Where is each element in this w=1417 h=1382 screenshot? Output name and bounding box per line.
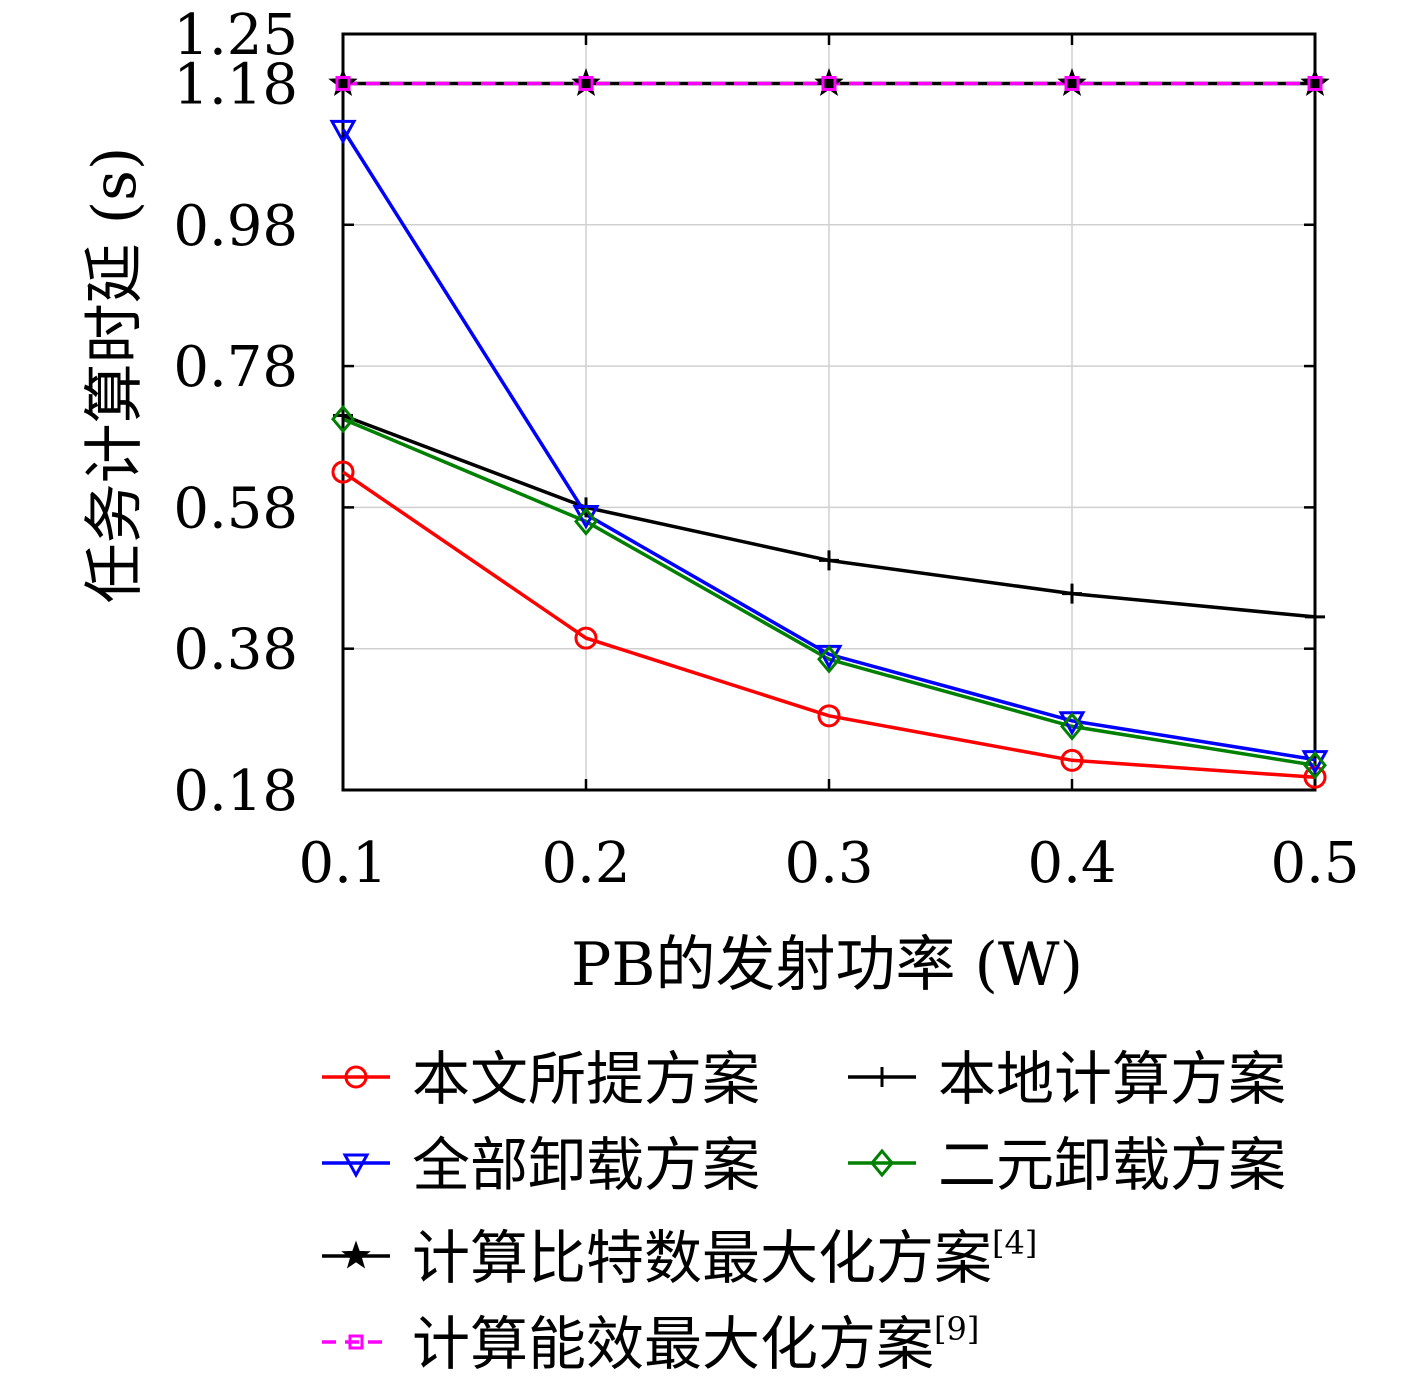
legend-label: 计算比特数最大化方案[4] <box>412 1224 1037 1292</box>
legend-marker <box>348 1334 364 1350</box>
y-tick-label: 0.58 <box>173 476 298 541</box>
legend-item: 二元卸载方案 <box>848 1131 1286 1199</box>
legend-label: 计算能效最大化方案[9] <box>412 1310 979 1378</box>
x-tick-label: 0.3 <box>784 831 873 896</box>
x-tick-label: 0.1 <box>298 831 387 896</box>
data-point <box>574 626 598 650</box>
legend-item: 本文所提方案 <box>322 1045 760 1113</box>
legend-marker <box>344 1065 368 1089</box>
y-tick-label: 1.25 <box>173 3 298 68</box>
tick-labels: 0.1 0.2 0.3 0.4 0.5 0.18 0.38 0.58 0.78 0.98 1.181… <box>173 3 1359 896</box>
legend-citation: [9] <box>934 1310 979 1348</box>
data-point <box>1060 748 1084 772</box>
y-tick-label: 0.78 <box>173 335 298 400</box>
data-point <box>1303 750 1327 780</box>
x-tick-label: 0.4 <box>1027 831 1116 896</box>
data-point <box>1303 765 1327 789</box>
legend-item: 全部卸载方案 <box>322 1131 760 1199</box>
data-point <box>817 644 841 674</box>
legend-item: 本地计算方案 <box>848 1045 1286 1113</box>
data-point <box>819 550 839 571</box>
data-point <box>817 704 841 728</box>
x-axis-label: PB的发射功率 (W) <box>571 930 1083 1000</box>
legend-citation: [4] <box>992 1224 1037 1262</box>
x-tick-label: 0.5 <box>1270 831 1359 896</box>
data-point <box>821 75 837 91</box>
legend-marker <box>870 1148 894 1178</box>
data-point <box>331 404 355 434</box>
data-point <box>331 460 355 484</box>
series-line <box>341 128 1316 762</box>
y-tick-label: 1.18 <box>173 52 298 117</box>
y-tick-label: 0.38 <box>173 618 298 683</box>
data-point <box>578 75 594 91</box>
grid <box>343 34 1315 790</box>
legend-label: 二元卸载方案 <box>938 1131 1286 1199</box>
legend-item: 计算能效最大化方案[9] <box>322 1310 979 1378</box>
series-line <box>342 470 1316 780</box>
y-tick-label: 0.18 <box>173 759 298 824</box>
data-point <box>335 75 351 91</box>
data-point <box>1307 75 1323 91</box>
series-markers <box>328 68 1330 789</box>
series-line <box>342 417 1316 768</box>
data-point <box>329 119 357 145</box>
legend-marker <box>341 1240 371 1269</box>
legend-label: 本地计算方案 <box>938 1045 1286 1113</box>
data-point <box>1064 75 1080 91</box>
legend-marker <box>342 1153 370 1179</box>
y-axis-label: 任务计算时延 (s) <box>80 147 150 604</box>
y-tick-label: 0.98 <box>173 194 298 259</box>
data-point <box>1060 712 1084 741</box>
data-point <box>1062 583 1082 604</box>
x-tick-label: 0.2 <box>541 831 630 896</box>
legend-marker <box>872 1067 892 1087</box>
data-point <box>574 507 598 536</box>
legend-item: 计算比特数最大化方案[4] <box>322 1224 1037 1292</box>
legend-label: 全部卸载方案 <box>412 1131 760 1199</box>
data-point <box>1305 606 1325 627</box>
legend-label: 本文所提方案 <box>412 1045 760 1113</box>
